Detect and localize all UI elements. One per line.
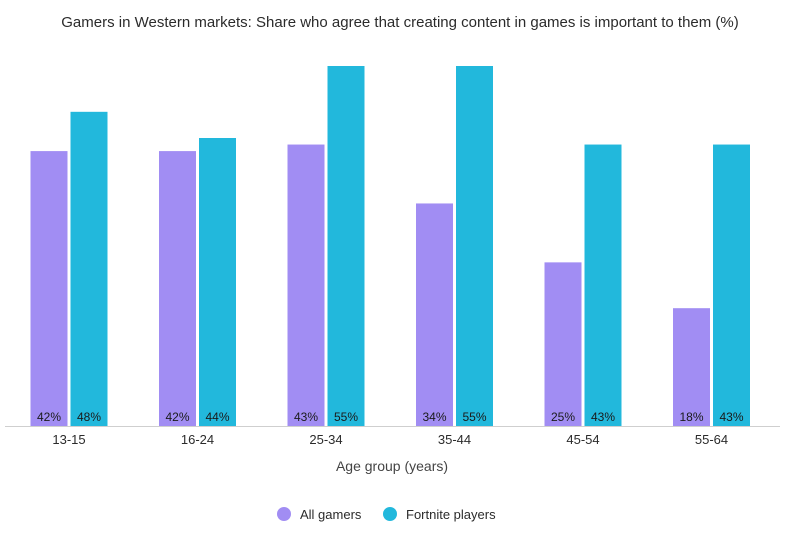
bar-fortnite-players-25-34 — [327, 66, 365, 426]
bar-value-label: 55% — [334, 410, 358, 424]
x-tick-label: 45-54 — [566, 432, 599, 447]
bar-value-label: 43% — [719, 410, 743, 424]
bar-value-label: 48% — [77, 410, 101, 424]
bar-fortnite-players-45-54 — [584, 144, 622, 426]
bar-value-label: 34% — [422, 410, 446, 424]
chart-title: Gamers in Western markets: Share who agr… — [61, 14, 739, 31]
legend-swatch-fortnite-players — [383, 507, 397, 521]
bar-value-label: 42% — [37, 410, 61, 424]
bar-all-gamers-45-54 — [544, 262, 582, 426]
bar-value-label: 43% — [294, 410, 318, 424]
bar-fortnite-players-16-24 — [199, 138, 236, 426]
x-tick-label: 16-24 — [181, 432, 214, 447]
bar-all-gamers-35-44 — [416, 203, 453, 426]
x-tick-labels: 13-15 16-24 25-34 35-44 45-54 55-64 — [52, 432, 728, 447]
bar-all-gamers-25-34 — [287, 144, 325, 426]
bar-all-gamers-16-24 — [159, 151, 196, 426]
bar-value-label: 43% — [591, 410, 615, 424]
legend-swatch-all-gamers — [277, 507, 291, 521]
x-tick-label: 13-15 — [52, 432, 85, 447]
bar-value-label: 42% — [165, 410, 189, 424]
bar-value-label: 25% — [551, 410, 575, 424]
bar-value-label: 18% — [679, 410, 703, 424]
bar-fortnite-players-35-44 — [456, 66, 493, 426]
bar-fortnite-players-13-15 — [70, 111, 108, 427]
bar-value-label: 55% — [462, 410, 486, 424]
x-axis-title: Age group (years) — [336, 458, 448, 474]
legend: All gamers Fortnite players — [277, 507, 496, 522]
x-tick-label: 55-64 — [695, 432, 728, 447]
bars-layer: 42% 48% 42% 44% 43% 55% 34% 55% 25% 43% 18% 43% — [30, 66, 750, 427]
bar-all-gamers-55-64 — [673, 308, 710, 426]
legend-label-fortnite-players: Fortnite players — [406, 507, 496, 522]
x-tick-label: 35-44 — [438, 432, 471, 447]
legend-label-all-gamers: All gamers — [300, 507, 362, 522]
x-tick-label: 25-34 — [309, 432, 342, 447]
bar-fortnite-players-55-64 — [713, 144, 750, 426]
bar-all-gamers-13-15 — [30, 151, 68, 426]
bar-value-label: 44% — [205, 410, 229, 424]
